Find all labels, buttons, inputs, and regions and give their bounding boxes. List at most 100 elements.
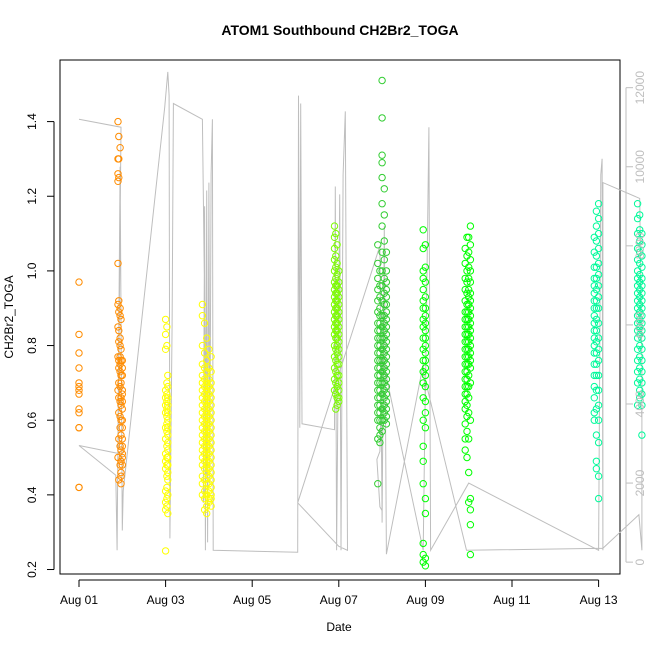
data-point (636, 211, 644, 219)
data-point (203, 424, 211, 432)
data-point (203, 446, 211, 454)
data-point (590, 416, 598, 424)
data-point (466, 494, 475, 503)
data-point (592, 371, 601, 380)
data-point (594, 244, 603, 253)
data-point (633, 244, 642, 253)
data-point (203, 416, 211, 424)
data-point (592, 222, 601, 230)
data-point (164, 446, 172, 454)
data-point (115, 476, 123, 484)
data-point (333, 241, 341, 249)
data-point (161, 506, 170, 514)
data-point (633, 256, 642, 264)
data-point (590, 349, 598, 357)
data-point (118, 424, 127, 432)
data-point (203, 401, 211, 409)
data-point (461, 285, 469, 294)
data-point (335, 330, 343, 339)
data-point (114, 300, 122, 309)
data-point (592, 349, 601, 357)
data-point (117, 468, 125, 477)
data-point (376, 386, 384, 394)
data-point (594, 214, 603, 223)
data-point (382, 308, 391, 316)
data-point (382, 397, 391, 406)
data-point (592, 304, 601, 312)
data-point (207, 483, 215, 492)
data-point (163, 397, 171, 406)
data-point (117, 480, 125, 488)
data-point (419, 334, 427, 342)
data-point (633, 379, 642, 387)
data-point (207, 416, 215, 424)
data-point (378, 297, 386, 305)
data-point (333, 270, 341, 279)
data-point (592, 465, 601, 473)
data-point (466, 256, 475, 264)
data-point (638, 263, 646, 271)
data-point (117, 379, 125, 387)
data-point (200, 450, 209, 458)
data-point (421, 409, 430, 417)
data-point (590, 248, 598, 256)
data-point (465, 338, 473, 346)
data-point (200, 364, 209, 372)
data-point (198, 453, 207, 462)
data-point (378, 173, 386, 182)
data-point (115, 435, 123, 443)
data-point (374, 285, 382, 294)
data-point (419, 304, 427, 312)
data-point (200, 405, 209, 413)
data-point (380, 274, 388, 283)
data-point (330, 353, 339, 361)
data-point (636, 248, 644, 256)
data-point (466, 289, 475, 297)
data-point (75, 278, 83, 286)
data-point (333, 349, 341, 357)
data-point (465, 394, 473, 402)
data-point (378, 427, 386, 436)
data-point (419, 356, 427, 365)
data-point (636, 341, 644, 350)
data-point (205, 390, 213, 398)
data-point (164, 468, 172, 477)
data-point (633, 274, 642, 283)
data-point (205, 412, 213, 421)
data-point (335, 360, 343, 368)
data-point (592, 386, 601, 394)
data-point (463, 267, 471, 275)
data-point (332, 252, 340, 260)
data-point (590, 382, 598, 391)
data-point (636, 308, 644, 316)
data-point (419, 244, 427, 253)
data-point (333, 326, 341, 335)
data-point (376, 341, 384, 350)
data-point (594, 259, 603, 268)
data-point (382, 345, 391, 353)
data-point (115, 356, 123, 365)
data-point (380, 416, 388, 424)
data-point (465, 468, 473, 477)
data-point (203, 431, 211, 439)
data-point (465, 263, 473, 271)
x-tick-label: Aug 03 (147, 593, 185, 607)
data-point (333, 289, 341, 297)
x-tick-label: Aug 11 (493, 593, 530, 607)
data-point (638, 297, 646, 305)
data-point (382, 390, 391, 398)
plot-frame (59, 59, 621, 575)
data-point (203, 394, 211, 402)
data-point (380, 185, 388, 193)
data-point (161, 498, 170, 506)
data-point (117, 394, 125, 402)
series-3 (374, 76, 391, 488)
data-point (421, 364, 430, 372)
data-point (592, 263, 601, 271)
data-point (330, 300, 339, 309)
data-point (382, 368, 391, 376)
data-point (421, 554, 430, 562)
data-point (636, 364, 644, 372)
data-point (463, 453, 471, 462)
